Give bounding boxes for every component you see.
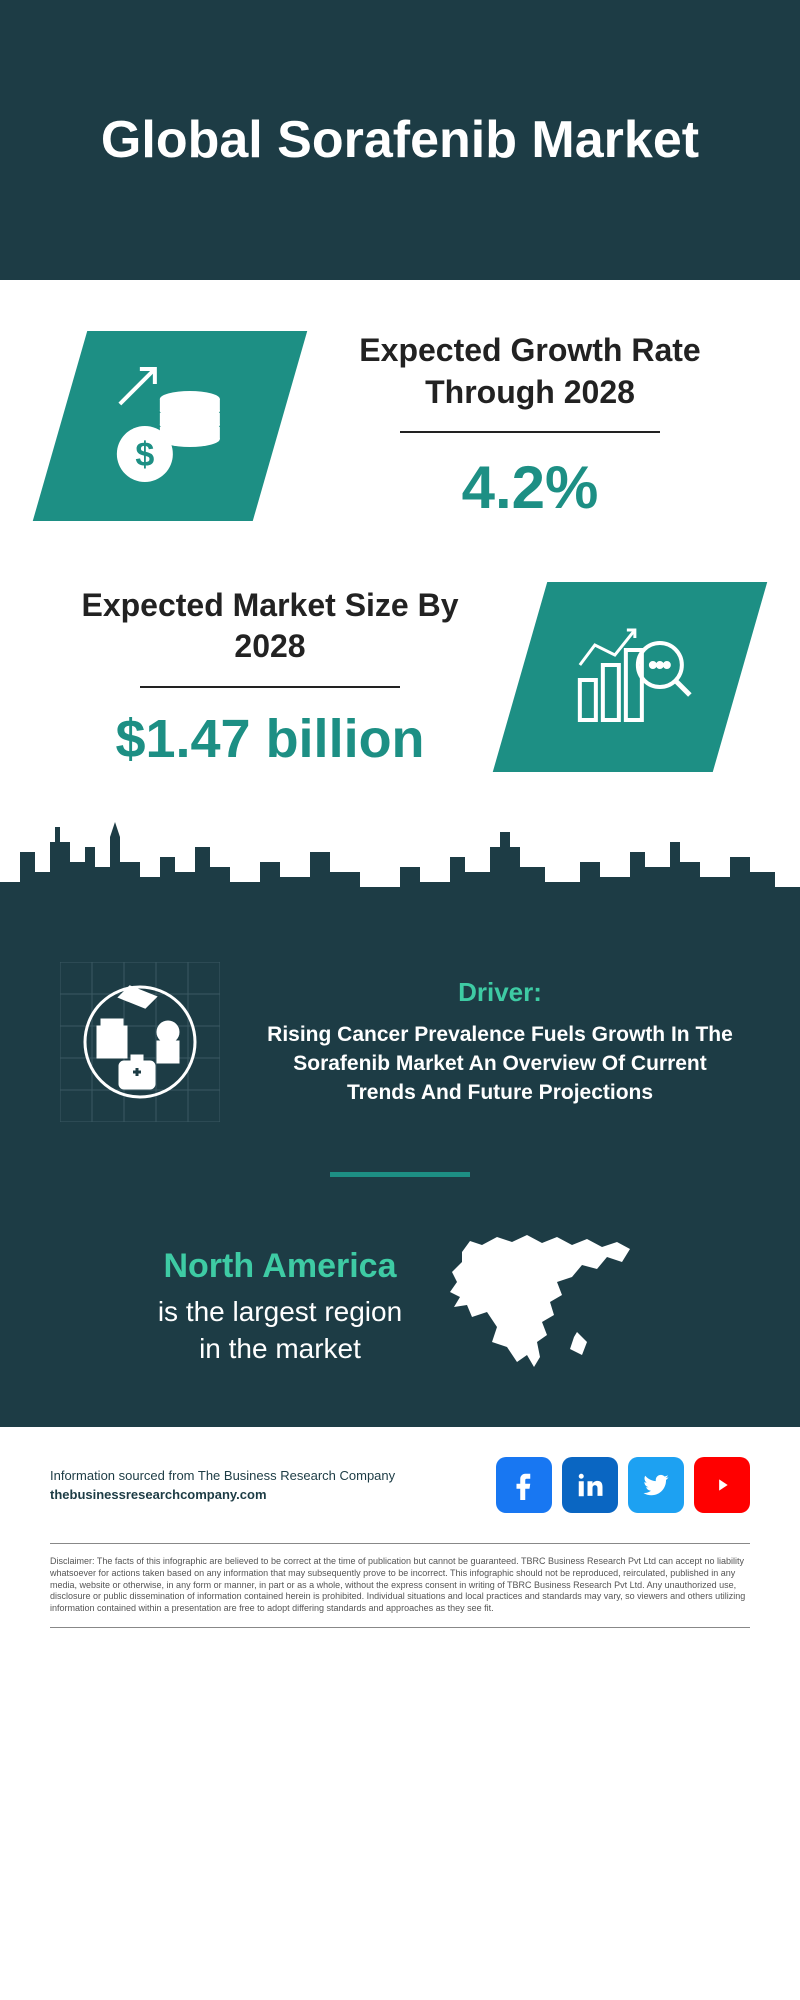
region-text: North America is the largest region in t… (158, 1247, 402, 1367)
size-icon-tile (493, 582, 767, 772)
dark-info-section: Driver: Rising Cancer Prevalence Fuels G… (0, 912, 800, 1427)
size-value: $1.47 billion (60, 708, 480, 770)
region-row: North America is the largest region in t… (60, 1227, 740, 1387)
driver-content: Driver: Rising Cancer Prevalence Fuels G… (260, 977, 740, 1108)
disclaimer-text: Disclaimer: The facts of this infographi… (50, 1556, 750, 1614)
driver-title: Driver: (260, 977, 740, 1008)
source-line-1: Information sourced from The Business Re… (50, 1466, 395, 1486)
growth-label: Expected Growth Rate Through 2028 (320, 330, 740, 413)
market-size-section: Expected Market Size By 2028 $1.47 billi… (0, 552, 800, 812)
growth-value: 4.2% (320, 453, 740, 522)
region-name: North America (158, 1247, 402, 1286)
disclaimer-bar: Disclaimer: The facts of this infographi… (50, 1543, 750, 1627)
facebook-icon[interactable] (496, 1457, 552, 1513)
header-banner: Global Sorafenib Market (0, 0, 800, 280)
driver-row: Driver: Rising Cancer Prevalence Fuels G… (60, 962, 740, 1122)
social-icons (496, 1457, 750, 1513)
skyline-divider (0, 812, 800, 912)
teal-divider (330, 1172, 470, 1177)
size-text-block: Expected Market Size By 2028 $1.47 billi… (60, 585, 480, 770)
svg-text:$: $ (136, 436, 155, 474)
growth-divider (400, 431, 660, 433)
region-desc-2: in the market (158, 1331, 402, 1367)
driver-description: Rising Cancer Prevalence Fuels Growth In… (260, 1020, 740, 1108)
growth-rate-section: $ Expected Growth Rate Through 2028 4.2% (0, 280, 800, 552)
source-url: thebusinessresearchcompany.com (50, 1485, 395, 1505)
footer: Information sourced from The Business Re… (0, 1427, 800, 1647)
money-growth-icon: $ (105, 359, 235, 489)
footer-top: Information sourced from The Business Re… (50, 1457, 750, 1533)
growth-icon-tile: $ (33, 331, 307, 521)
page-title: Global Sorafenib Market (101, 109, 699, 171)
size-divider (140, 686, 400, 688)
source-text: Information sourced from The Business Re… (50, 1466, 395, 1505)
linkedin-icon[interactable] (562, 1457, 618, 1513)
youtube-icon[interactable] (694, 1457, 750, 1513)
chart-analysis-icon (565, 610, 695, 740)
growth-text-block: Expected Growth Rate Through 2028 4.2% (320, 330, 740, 522)
north-america-map-icon (442, 1227, 642, 1387)
region-desc-1: is the largest region (158, 1294, 402, 1330)
twitter-icon[interactable] (628, 1457, 684, 1513)
driver-grid-icon (60, 962, 220, 1122)
size-label: Expected Market Size By 2028 (60, 585, 480, 668)
